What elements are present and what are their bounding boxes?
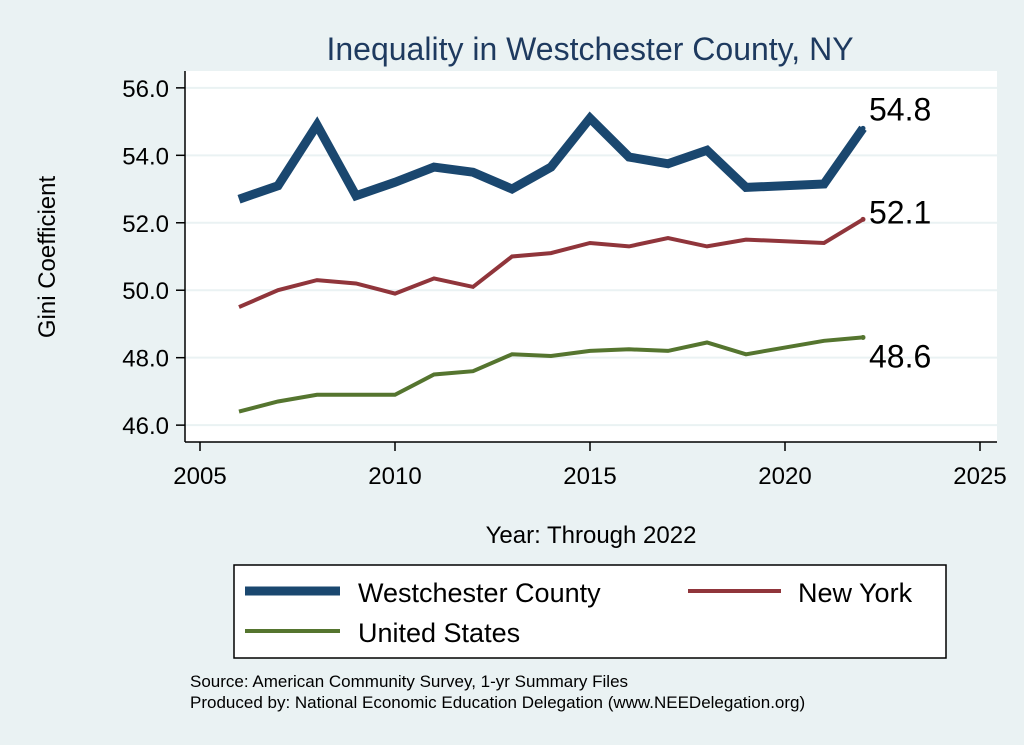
series-line-westchester-county	[237, 111, 867, 204]
chart-title: Inequality in Westchester County, NY	[326, 31, 853, 67]
y-ticks: 46.0 48.0 50.0 52.0 54.0 56.0	[122, 76, 185, 440]
y-tick-label: 56.0	[122, 76, 169, 103]
legend-label: United States	[358, 618, 520, 648]
producer-note: Produced by: National Economic Education…	[190, 693, 805, 712]
x-tick-label: 2015	[563, 463, 616, 490]
legend-items: Westchester County New York United States	[245, 578, 913, 648]
y-tick-label: 54.0	[122, 143, 169, 170]
y-tick-label: 46.0	[122, 413, 169, 440]
x-axis-title: Year: Through 2022	[486, 522, 697, 549]
x-ticks: 2005 2010 2015 2020 2025	[173, 442, 1007, 490]
series-end-marker	[860, 216, 866, 222]
y-tick-label: 48.0	[122, 346, 169, 373]
end-value-label: 48.6	[869, 338, 931, 374]
x-tick-label: 2005	[173, 463, 226, 490]
series-line-united-states	[238, 335, 864, 414]
y-axis-title: Gini Coefficient	[34, 176, 61, 339]
series-end-marker	[860, 334, 866, 340]
end-labels: 54.8 52.1 48.6	[869, 91, 931, 374]
y-tick-label: 52.0	[122, 211, 169, 238]
legend-label: Westchester County	[358, 578, 601, 608]
legend-label: New York	[798, 578, 913, 608]
legend-box	[233, 564, 947, 659]
x-tick-label: 2020	[758, 463, 811, 490]
end-value-label: 54.8	[869, 91, 931, 127]
series-end-marker	[860, 125, 866, 131]
source-note: Source: American Community Survey, 1-yr …	[190, 672, 628, 691]
end-value-label: 52.1	[869, 194, 931, 230]
y-tick-label: 50.0	[122, 278, 169, 305]
x-tick-label: 2025	[953, 463, 1006, 490]
series-line-new-york	[238, 217, 865, 309]
series-lines	[237, 111, 867, 414]
legend: Westchester County New York United States	[233, 564, 947, 659]
gridlines	[185, 86, 997, 427]
x-tick-label: 2010	[368, 463, 421, 490]
